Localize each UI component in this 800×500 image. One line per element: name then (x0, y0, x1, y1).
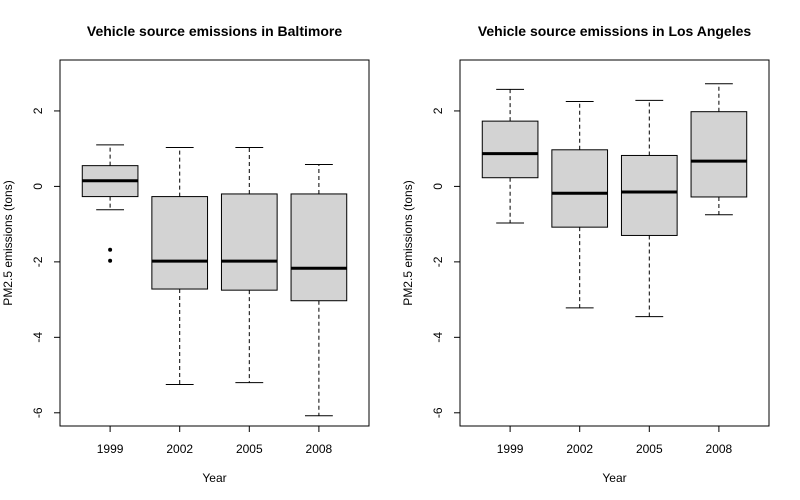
y-tick-label: 0 (431, 183, 445, 190)
box-2002 (551, 101, 609, 309)
chart-title: Vehicle source emissions in Baltimore (87, 23, 342, 39)
y-tick-label: 0 (31, 183, 45, 190)
box-iqr (290, 193, 348, 302)
x-tick-label: 2005 (236, 442, 263, 456)
box-iqr (551, 149, 609, 228)
y-tick-label: 2 (431, 107, 445, 114)
x-tick-label: 1999 (97, 442, 124, 456)
x-axis-label: Year (602, 471, 626, 485)
y-tick-label: -2 (431, 256, 445, 267)
chart-title: Vehicle source emissions in Los Angeles (478, 23, 752, 39)
x-tick-label: 2002 (166, 442, 193, 456)
plot-frame (59, 59, 370, 427)
box-2008 (290, 164, 348, 417)
outlier-point (108, 258, 113, 263)
box-iqr (620, 154, 678, 236)
box-iqr (481, 120, 539, 179)
x-tick-label: 2008 (706, 442, 733, 456)
box-2008 (690, 83, 748, 216)
x-tick-label: 1999 (497, 442, 524, 456)
box-2002 (151, 147, 209, 385)
y-tick-label: -6 (431, 407, 445, 418)
box-2005 (220, 147, 278, 384)
y-axis-label: PM2.5 emissions (tons) (1, 180, 15, 305)
box-iqr (220, 193, 278, 291)
chart-panel-baltimore: Vehicle source emissions in Baltimore Ye… (1, 23, 370, 485)
chart-panel-los-angeles: Vehicle source emissions in Los Angeles … (401, 23, 770, 485)
x-tick-label: 2005 (636, 442, 663, 456)
plot-frame (459, 59, 770, 427)
box-2005 (620, 99, 678, 318)
y-tick-label: -6 (31, 407, 45, 418)
box-1999 (481, 88, 539, 224)
y-tick-label: -4 (31, 332, 45, 343)
box-iqr (151, 196, 209, 290)
outlier-point (108, 247, 113, 252)
x-axis-label: Year (202, 471, 226, 485)
y-tick-label: 2 (31, 107, 45, 114)
x-tick-label: 2002 (566, 442, 593, 456)
y-axis-label: PM2.5 emissions (tons) (401, 180, 415, 305)
y-tick-label: -4 (431, 332, 445, 343)
x-tick-label: 2008 (306, 442, 333, 456)
y-tick-label: -2 (31, 256, 45, 267)
box-1999 (81, 144, 139, 263)
box-iqr (690, 111, 748, 198)
